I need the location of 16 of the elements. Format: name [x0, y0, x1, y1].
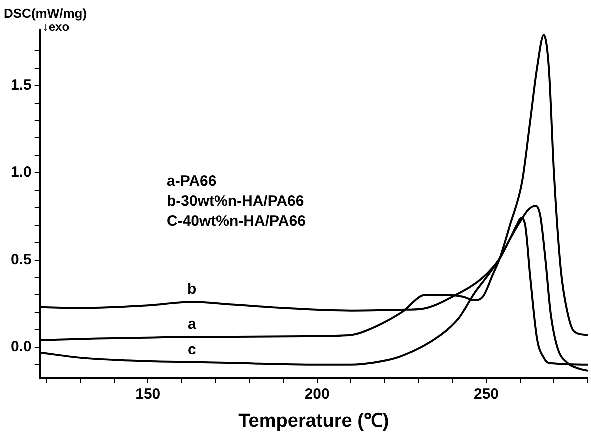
annotation: b-30wt%n-HA/PA66	[167, 193, 304, 210]
y-tick-label: 0.0	[10, 338, 32, 356]
annotation: C-40wt%n-HA/PA66	[167, 213, 306, 230]
series-label: b	[188, 281, 197, 298]
annotation: a-PA66	[167, 173, 217, 190]
series-label: c	[188, 341, 196, 358]
y-tick-label: 1.0	[10, 164, 32, 182]
annotation: ↓exo	[42, 20, 70, 34]
y-tick-label: 1.5	[10, 76, 32, 94]
y-tick-label: 0.5	[10, 251, 32, 268]
x-tick-label: 200	[304, 386, 330, 404]
x-tick-label: 250	[474, 386, 500, 404]
y-axis-title: DSC(mW/mg)	[4, 6, 88, 21]
x-tick-label: 150	[136, 386, 161, 404]
x-axis-title: Temperature (℃)	[238, 411, 390, 432]
series-label: a	[188, 316, 197, 334]
